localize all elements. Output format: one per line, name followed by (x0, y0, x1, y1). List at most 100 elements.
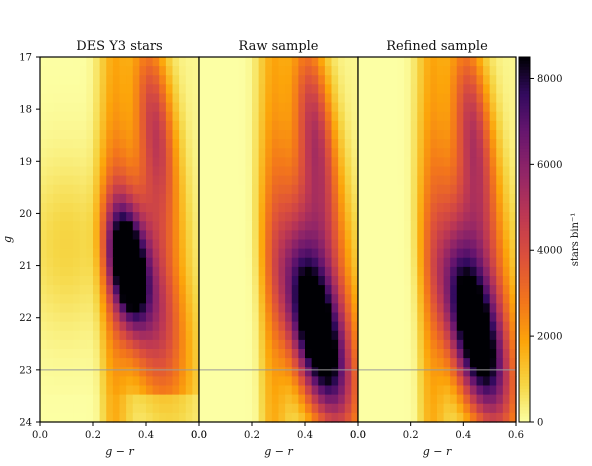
heatmap-cell (443, 394, 451, 405)
heatmap-cell (185, 239, 193, 250)
heatmap-cell (265, 111, 273, 122)
heatmap-cell (351, 376, 359, 387)
heatmap-cell (59, 294, 68, 304)
heatmap-cell (278, 66, 286, 76)
heatmap-cell (404, 358, 412, 368)
heatmap-cell (496, 212, 504, 222)
heatmap-cell (489, 157, 497, 168)
heatmap-cell (46, 312, 54, 323)
heatmap-cell (99, 339, 107, 350)
heatmap-cell (271, 75, 280, 85)
heatmap-cell (152, 294, 160, 304)
heatmap-cell (238, 239, 246, 250)
heatmap-cell (397, 139, 405, 149)
heatmap-cell (443, 294, 451, 304)
heatmap-cell (73, 266, 81, 277)
heatmap-cell (146, 148, 154, 158)
heatmap-cell (232, 111, 240, 122)
heatmap-cell (344, 339, 352, 350)
heatmap-cell (252, 312, 260, 323)
colorbar-segment (519, 342, 530, 347)
heatmap-cell (502, 66, 511, 76)
heatmap-cell (397, 66, 405, 76)
colorbar-segment (519, 403, 530, 408)
heatmap-cell (489, 285, 497, 295)
heatmap-cell (40, 239, 48, 250)
colorbar-segment (519, 236, 530, 241)
heatmap-cell (443, 184, 451, 195)
heatmap-cell (489, 203, 497, 213)
heatmap-cell (86, 93, 94, 104)
heatmap-cell (502, 312, 511, 323)
heatmap-cell (390, 385, 399, 396)
heatmap-cell (238, 157, 246, 168)
heatmap-cell (496, 403, 504, 414)
heatmap-cell (377, 120, 385, 131)
heatmap-cell (172, 312, 180, 323)
heatmap-cell (291, 212, 299, 222)
heatmap-cell (291, 276, 299, 286)
heatmap-cell (59, 120, 68, 131)
heatmap-cell (179, 294, 187, 304)
heatmap-cell (384, 148, 392, 158)
heatmap-cell (225, 139, 233, 149)
heatmap-cell (245, 266, 253, 277)
x-tick-label: 0.2 (244, 430, 260, 441)
heatmap-cell (185, 175, 193, 186)
heatmap-cell (371, 175, 379, 186)
heatmap-cell (271, 330, 280, 341)
heatmap-cell (364, 175, 372, 186)
heatmap-cell (476, 376, 484, 387)
heatmap-cell (437, 139, 445, 149)
heatmap-cell (258, 276, 266, 286)
heatmap-cell (66, 321, 74, 332)
heatmap-cell (40, 130, 48, 140)
heatmap-cell (252, 221, 260, 231)
heatmap-cell (384, 248, 392, 259)
heatmap-cell (364, 212, 372, 222)
heatmap-cell (59, 193, 68, 204)
heatmap-cell (390, 349, 399, 359)
heatmap-cell (265, 57, 273, 67)
heatmap-cell (390, 230, 399, 241)
heatmap-cell (112, 330, 121, 341)
heatmap-cell (430, 57, 438, 67)
heatmap-cell (404, 403, 412, 414)
heatmap-cell (437, 376, 445, 387)
heatmap-cell (324, 120, 333, 131)
heatmap-cell (66, 230, 74, 241)
heatmap-cell (437, 66, 445, 76)
heatmap-cell (106, 193, 114, 204)
heatmap-cell (212, 312, 220, 323)
heatmap-cell (139, 403, 147, 414)
heatmap-cell (443, 221, 451, 231)
heatmap-cell (53, 75, 61, 85)
heatmap-cell (443, 303, 451, 314)
heatmap-cell (489, 239, 497, 250)
heatmap-cell (509, 111, 517, 122)
heatmap-cell (271, 412, 280, 423)
heatmap-cell (73, 166, 81, 177)
heatmap-cell (430, 75, 438, 85)
heatmap-cell (338, 203, 346, 213)
heatmap-cell (305, 376, 313, 387)
heatmap-cell (384, 321, 392, 332)
heatmap-cell (377, 139, 385, 149)
heatmap-cell (192, 193, 200, 204)
heatmap-cell (271, 203, 280, 213)
heatmap-cell (502, 367, 511, 377)
heatmap-cell (99, 111, 107, 122)
heatmap-cell (331, 84, 339, 95)
heatmap-cell (179, 111, 187, 122)
heatmap-cell (159, 266, 167, 277)
heatmap-cell (318, 120, 326, 131)
heatmap-cell (377, 212, 385, 222)
heatmap-cell (397, 102, 405, 113)
heatmap-cell (285, 339, 293, 350)
heatmap-cell (371, 385, 379, 396)
heatmap-cell (377, 367, 385, 377)
heatmap-cell (443, 66, 451, 76)
colorbar-segment (519, 111, 530, 116)
heatmap-cell (112, 75, 121, 85)
